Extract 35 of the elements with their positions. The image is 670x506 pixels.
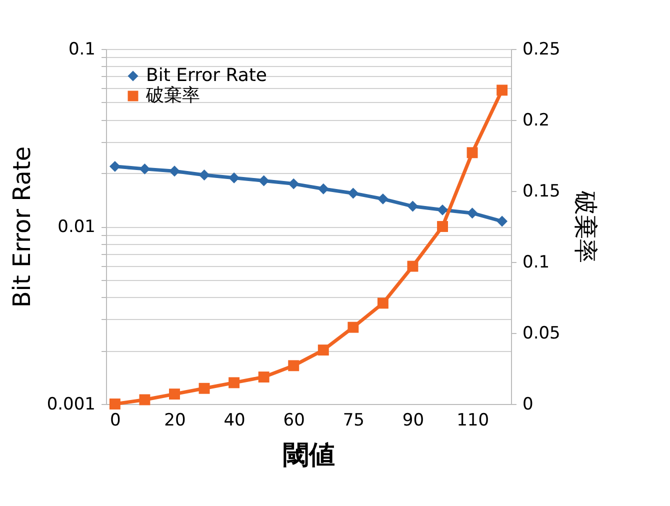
y-tick-label: 0.001 [46, 394, 96, 414]
point [496, 216, 508, 227]
y-axis-title: Bit Error Rate [8, 146, 36, 308]
point [228, 172, 240, 184]
x-tick-label: 20 [164, 410, 186, 430]
point [348, 188, 359, 199]
x-tick-label: 110 [456, 410, 490, 430]
y2-tick-label: 0.15 [522, 182, 560, 202]
x-tick-label: 75 [342, 410, 364, 430]
y2-axis-title: 破棄率 [571, 190, 600, 263]
point [258, 175, 270, 186]
point [466, 208, 478, 219]
point [288, 178, 300, 190]
y2-tick-label: 0.25 [522, 40, 560, 60]
y2-tick-label: 0.2 [522, 110, 550, 130]
x-axis-title: 閾値 [283, 440, 335, 470]
point [169, 166, 180, 177]
point [198, 170, 210, 180]
point [407, 200, 418, 212]
y-tick-label: 0.1 [68, 40, 96, 60]
x-tick-label: 90 [402, 410, 424, 430]
x-tick-label: 0 [110, 410, 121, 430]
x-tick-label: 60 [283, 410, 305, 430]
y-tick-label: 0.01 [58, 217, 96, 237]
point [377, 193, 388, 204]
y2-tick-label: 0 [522, 394, 534, 414]
point [318, 183, 329, 194]
legend-label: Bit Error Rate [146, 65, 267, 86]
x-tick-label: 40 [224, 410, 246, 430]
point [109, 160, 120, 172]
point [139, 163, 150, 174]
y2-tick-label: 0.1 [522, 252, 550, 272]
point [437, 204, 448, 216]
legend-label: 破棄率 [145, 85, 200, 106]
y2-tick-label: 0.05 [522, 324, 560, 344]
